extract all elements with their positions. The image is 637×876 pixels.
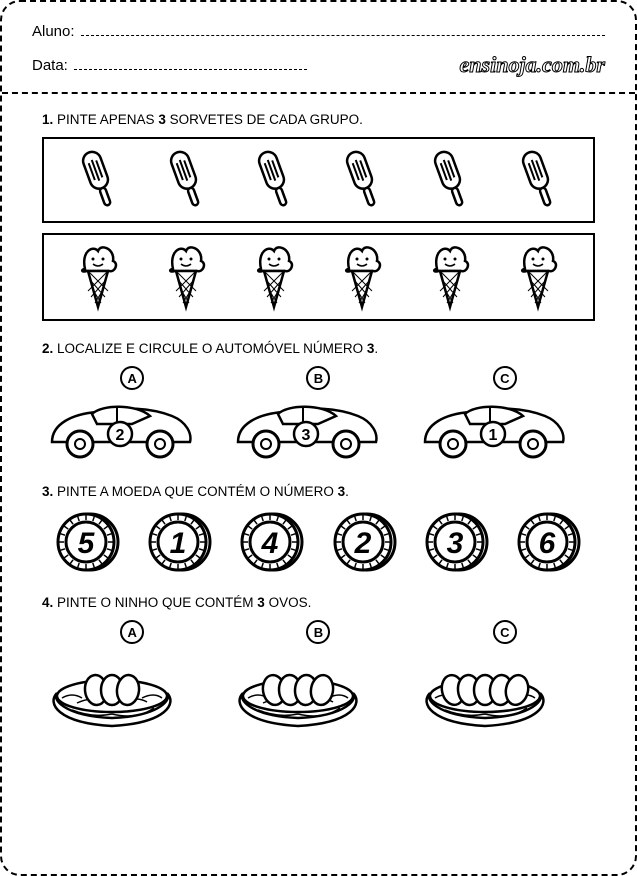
car-icon: 3 [228,394,383,464]
nest-icon [42,648,182,733]
popsicle-icon [71,145,126,215]
nest-row: A B C [42,620,595,733]
q3-tb: . [345,484,349,499]
q1-ta: PINTE APENAS [57,112,158,127]
student-label: Aluno: [32,23,75,40]
q3-ta: PINTE A MOEDA QUE CONTÉM O NÚMERO [57,484,338,499]
coin-icon: 3 [424,509,490,575]
car-group: C 1 [415,366,595,464]
question-4: 4. PINTE O NINHO QUE CONTÉM 3 OVOS. A B … [42,595,595,733]
student-line [81,22,605,36]
q3-text: 3. PINTE A MOEDA QUE CONTÉM O NÚMERO 3. [42,484,595,499]
svg-text:3: 3 [302,427,311,444]
nest-group: C [415,620,595,733]
popsicle-group [42,137,595,223]
date-line [74,56,307,70]
q1-num: 1. [42,112,53,127]
popsicle-icon [159,145,214,215]
worksheet-page: Aluno: Data: ensinoja.com.br 1. PINTE AP… [0,0,637,876]
nest-letter: B [306,620,330,644]
cone-icon [335,241,390,313]
cone-icon [423,241,478,313]
cone-icon [511,241,566,313]
svg-text:2: 2 [116,427,125,444]
q1-text: 1. PINTE APENAS 3 SORVETES DE CADA GRUPO… [42,112,595,127]
q4-text: 4. PINTE O NINHO QUE CONTÉM 3 OVOS. [42,595,595,610]
cone-icon [159,241,214,313]
popsicle-icon [423,145,478,215]
svg-text:3: 3 [446,527,463,560]
q4-num: 4. [42,595,53,610]
coin-icon: 5 [55,509,121,575]
question-1: 1. PINTE APENAS 3 SORVETES DE CADA GRUPO… [42,112,595,321]
separator [2,92,635,94]
coin-icon: 4 [239,509,305,575]
popsicle-icon [511,145,566,215]
car-group: B 3 [228,366,408,464]
q3-num: 3. [42,484,53,499]
q2-ta: LOCALIZE E CIRCULE O AUTOMÓVEL NÚMERO [57,341,367,356]
svg-text:4: 4 [261,527,279,560]
svg-text:2: 2 [353,527,371,560]
q3-b: 3 [338,484,346,499]
cone-icon [71,241,126,313]
q2-text: 2. LOCALIZE E CIRCULE O AUTOMÓVEL NÚMERO… [42,341,595,356]
coin-icon: 2 [332,509,398,575]
q1-b: 3 [158,112,166,127]
cars-row: A 2 B 3 C 1 [42,366,595,464]
svg-text:1: 1 [170,527,187,560]
svg-text:1: 1 [488,427,497,444]
car-icon: 2 [42,394,197,464]
question-3: 3. PINTE A MOEDA QUE CONTÉM O NÚMERO 3. … [42,484,595,575]
svg-text:6: 6 [539,527,556,560]
question-2: 2. LOCALIZE E CIRCULE O AUTOMÓVEL NÚMERO… [42,341,595,464]
nest-group: B [228,620,408,733]
car-group: A 2 [42,366,222,464]
popsicle-icon [335,145,390,215]
date-label: Data: [32,57,68,74]
nest-icon [415,648,555,733]
coin-row: 5 1 4 2 3 6 [42,509,595,575]
q4-tb: OVOS. [265,595,312,610]
car-letter: B [306,366,330,390]
q4-b: 3 [257,595,265,610]
car-icon: 1 [415,394,570,464]
q4-ta: PINTE O NINHO QUE CONTÉM [57,595,257,610]
popsicle-icon [247,145,302,215]
car-letter: A [120,366,144,390]
nest-letter: C [493,620,517,644]
nest-icon [228,648,368,733]
coin-icon: 1 [147,509,213,575]
cone-icon [247,241,302,313]
cone-group [42,233,595,321]
q1-tb: SORVETES DE CADA GRUPO. [166,112,363,127]
nest-group: A [42,620,222,733]
date-row: Data: ensinoja.com.br [32,52,605,78]
coin-icon: 6 [516,509,582,575]
svg-text:5: 5 [78,527,96,560]
brand-text: ensinoja.com.br [460,52,605,78]
nest-letter: A [120,620,144,644]
q2-tb: . [374,341,378,356]
q2-num: 2. [42,341,53,356]
car-letter: C [493,366,517,390]
student-row: Aluno: [32,22,605,40]
